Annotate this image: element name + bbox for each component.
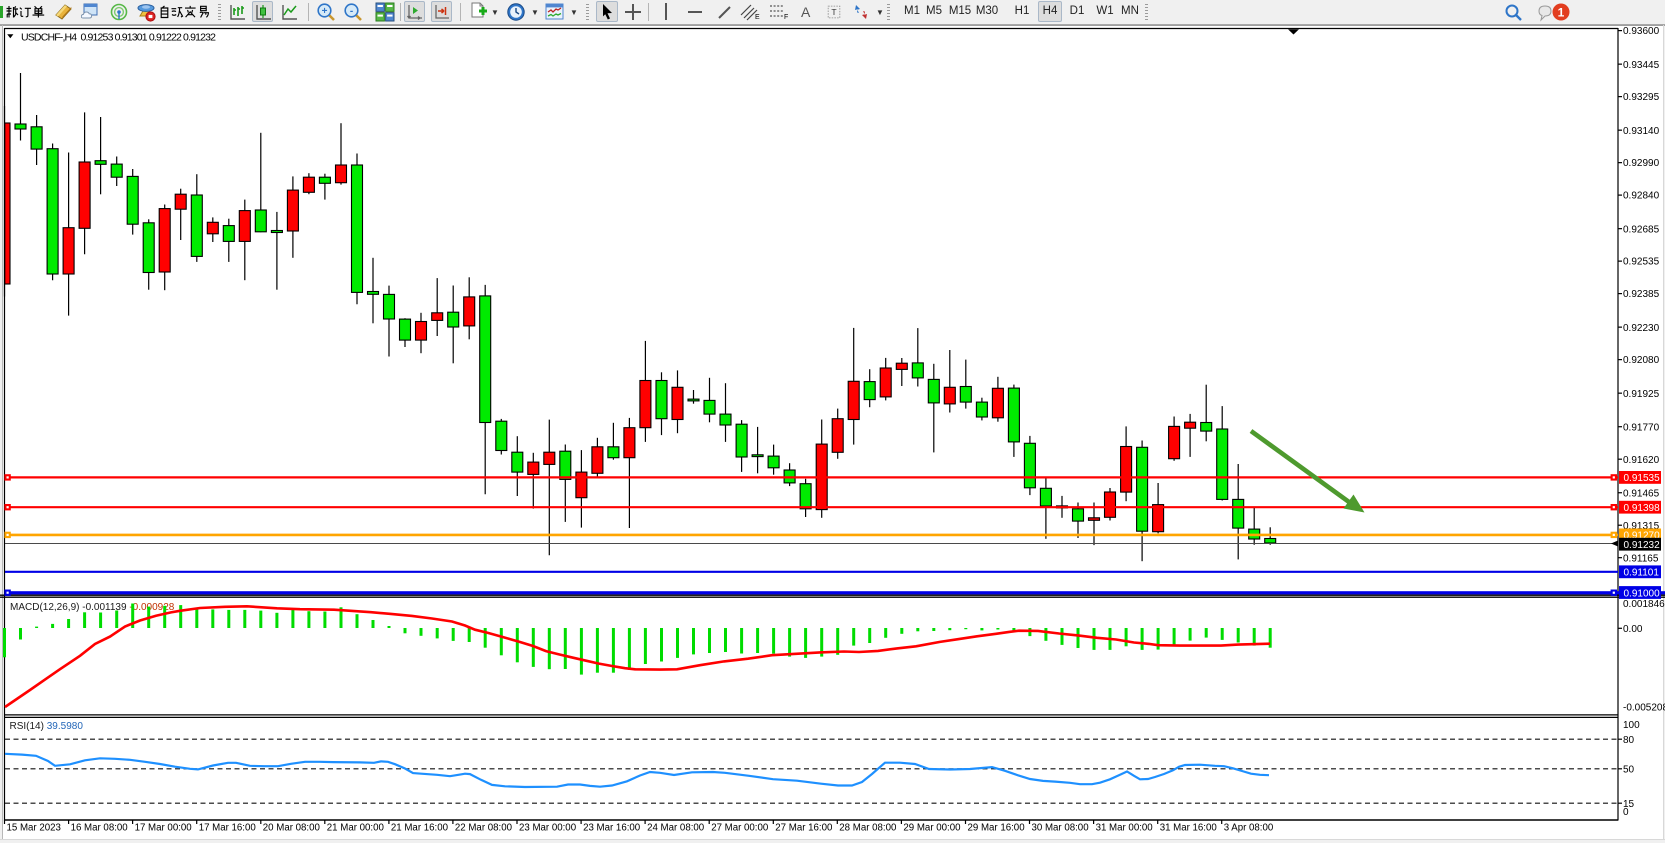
svg-text:20 Mar 08:00: 20 Mar 08:00 xyxy=(263,823,321,834)
svg-text:22 Mar 08:00: 22 Mar 08:00 xyxy=(455,823,513,834)
svg-text:15 Mar 2023: 15 Mar 2023 xyxy=(7,823,61,834)
svg-text:0.91315: 0.91315 xyxy=(1623,521,1660,532)
svg-text:0: 0 xyxy=(1623,807,1629,818)
svg-text:E: E xyxy=(755,14,760,21)
svg-text:MACD(12,26,9) -0.001139 -0.000: MACD(12,26,9) -0.001139 -0.000928 xyxy=(10,602,175,613)
svg-text:0.91270: 0.91270 xyxy=(1624,531,1661,542)
svg-text:31 Mar 16:00: 31 Mar 16:00 xyxy=(1160,823,1218,834)
svg-text:21 Mar 00:00: 21 Mar 00:00 xyxy=(327,823,385,834)
svg-text:0.92840: 0.92840 xyxy=(1623,191,1660,202)
svg-text:0.92230: 0.92230 xyxy=(1623,323,1660,334)
svg-text:24 Mar 08:00: 24 Mar 08:00 xyxy=(647,823,705,834)
svg-text:0.91620: 0.91620 xyxy=(1623,455,1660,466)
svg-text:F: F xyxy=(784,14,788,21)
svg-text:0.93140: 0.93140 xyxy=(1623,126,1660,137)
svg-text:23 Mar 00:00: 23 Mar 00:00 xyxy=(519,823,577,834)
svg-text:0.93600: 0.93600 xyxy=(1623,26,1660,37)
svg-text:27 Mar 00:00: 27 Mar 00:00 xyxy=(711,823,769,834)
svg-text:0.92990: 0.92990 xyxy=(1623,158,1660,169)
svg-text:0.91101: 0.91101 xyxy=(1624,568,1660,579)
svg-text:0.91925: 0.91925 xyxy=(1623,389,1660,400)
svg-text:17 Mar 16:00: 17 Mar 16:00 xyxy=(199,823,257,834)
svg-text:28 Mar 08:00: 28 Mar 08:00 xyxy=(839,823,897,834)
svg-text:23 Mar 16:00: 23 Mar 16:00 xyxy=(583,823,641,834)
svg-text:-0.005208: -0.005208 xyxy=(1623,703,1665,714)
svg-text:21 Mar 16:00: 21 Mar 16:00 xyxy=(391,823,449,834)
svg-text:15: 15 xyxy=(1623,799,1635,810)
svg-text:RSI(14) 39.5980: RSI(14) 39.5980 xyxy=(10,721,84,732)
svg-text:1: 1 xyxy=(1558,6,1565,20)
svg-text:-: - xyxy=(350,6,353,17)
svg-text:0.00: 0.00 xyxy=(1623,624,1643,635)
svg-text:0.93295: 0.93295 xyxy=(1623,92,1660,103)
svg-text:0.92685: 0.92685 xyxy=(1623,224,1660,235)
svg-text:0.91165: 0.91165 xyxy=(1623,553,1659,564)
svg-text:16 Mar 08:00: 16 Mar 08:00 xyxy=(71,823,129,834)
svg-text:0.91000: 0.91000 xyxy=(1624,588,1661,599)
svg-text:3 Apr 08:00: 3 Apr 08:00 xyxy=(1224,823,1274,834)
svg-text:0.92535: 0.92535 xyxy=(1623,257,1660,268)
svg-text:0.91232: 0.91232 xyxy=(1624,540,1661,551)
svg-text:USDCHF-,H4 0.91253 0.91301 0.: USDCHF-,H4 0.91253 0.91301 0.91222 0.912… xyxy=(21,32,216,44)
svg-text:30 Mar 08:00: 30 Mar 08:00 xyxy=(1032,823,1090,834)
svg-text:0.91535: 0.91535 xyxy=(1624,473,1661,484)
svg-text:0.001846: 0.001846 xyxy=(1623,599,1665,610)
svg-text:17 Mar 00:00: 17 Mar 00:00 xyxy=(135,823,193,834)
svg-text:0.91770: 0.91770 xyxy=(1623,422,1660,433)
svg-text:+: + xyxy=(322,6,328,17)
svg-text:80: 80 xyxy=(1623,735,1635,746)
svg-text:50: 50 xyxy=(1623,764,1635,775)
svg-text:0.93445: 0.93445 xyxy=(1623,60,1660,71)
svg-text:100: 100 xyxy=(1623,720,1640,731)
svg-text:27 Mar 16:00: 27 Mar 16:00 xyxy=(775,823,833,834)
svg-text:0.91465: 0.91465 xyxy=(1623,488,1660,499)
svg-text:31 Mar 00:00: 31 Mar 00:00 xyxy=(1096,823,1154,834)
svg-text:0.92080: 0.92080 xyxy=(1623,355,1660,366)
svg-text:0.91398: 0.91398 xyxy=(1624,503,1661,514)
svg-text:0.92385: 0.92385 xyxy=(1623,289,1660,300)
svg-text:29 Mar 16:00: 29 Mar 16:00 xyxy=(968,823,1026,834)
svg-text:T: T xyxy=(831,7,837,17)
svg-text:29 Mar 00:00: 29 Mar 00:00 xyxy=(903,823,961,834)
